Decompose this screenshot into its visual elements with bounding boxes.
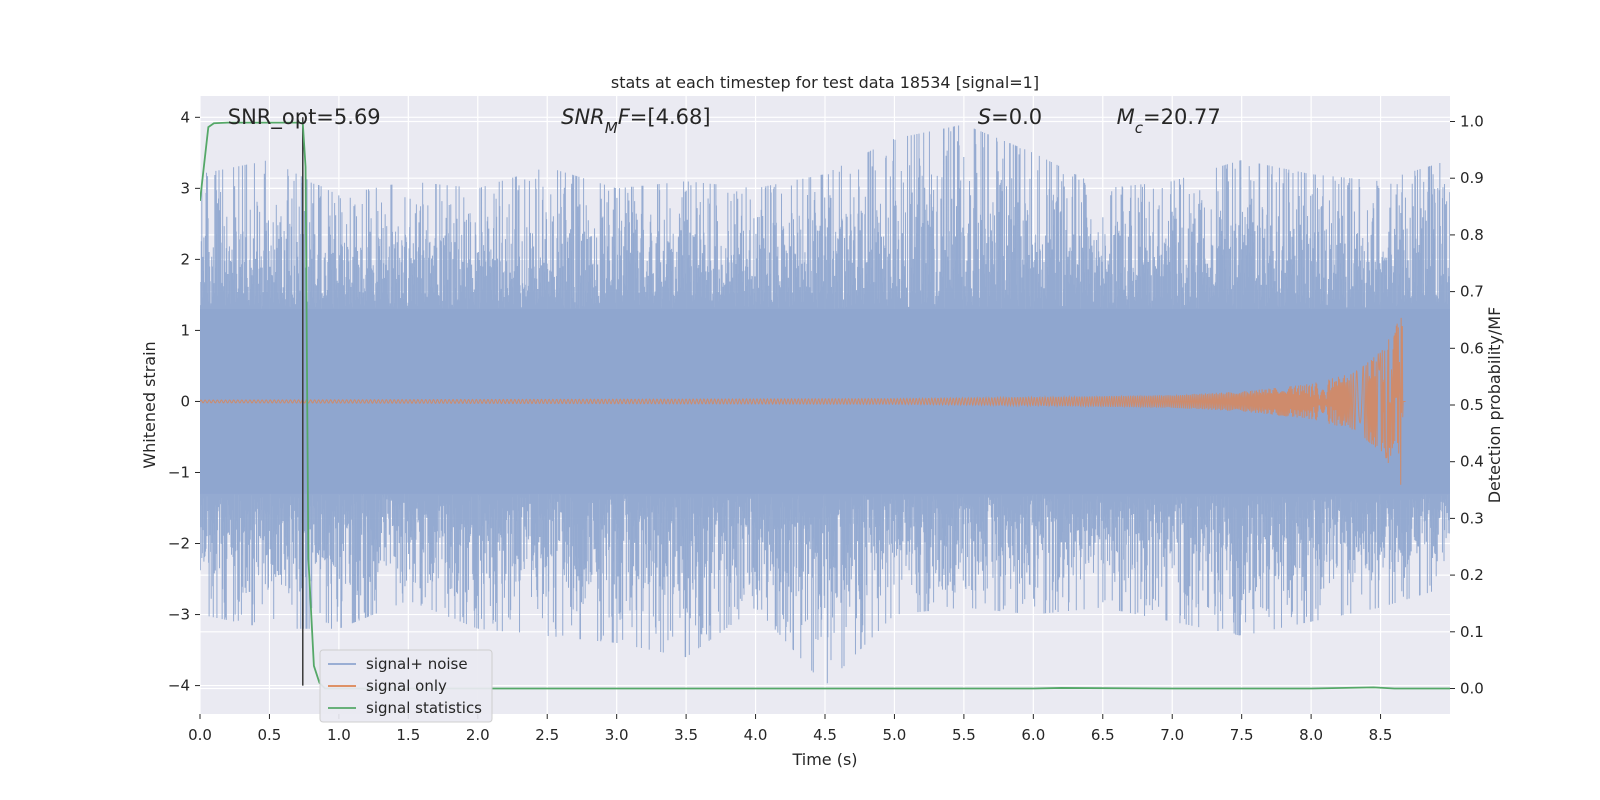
legend: signal+ noise signal only signal statistic… — [319, 649, 493, 723]
x-tick-label: 2.5 — [535, 726, 559, 744]
series-signal-statistics — [200, 121, 1450, 690]
x-tick-label: 8.0 — [1299, 726, 1323, 744]
x-tick-label: 8.5 — [1369, 726, 1393, 744]
annotation-2: S=0.0 — [978, 105, 1042, 129]
y-left-tick-label: 4 — [180, 108, 190, 126]
y-right-tick-label: 0.2 — [1460, 566, 1484, 584]
y-left-tick-label: −1 — [168, 463, 190, 481]
y-right-tick-label: 0.7 — [1460, 283, 1484, 301]
x-tick-label: 5.0 — [883, 726, 907, 744]
annotation-3: Mc=20.77 — [1117, 105, 1221, 137]
y-axis-label-right: Detection probability/MF — [1485, 307, 1504, 504]
y-axis-label-left: Whitened strain — [140, 341, 159, 468]
series-signal-only — [200, 317, 1406, 485]
y-right-tick-label: 0.1 — [1460, 623, 1484, 641]
x-axis-label: Time (s) — [791, 750, 857, 769]
x-tick-label: 4.5 — [813, 726, 837, 744]
axes: 0.0 0.5 1.0 1.5 2.0 2.5 3.0 3.5 4.0 4.5 5.0 5.5 6.0 6… — [168, 108, 1484, 744]
legend-box — [319, 649, 493, 723]
x-tick-label: 5.5 — [952, 726, 976, 744]
y-left-tick-label: −4 — [168, 677, 190, 695]
y-left-tick-label: −2 — [168, 535, 190, 553]
x-tick-label: 0.5 — [258, 726, 282, 744]
x-tick-label: 6.5 — [1091, 726, 1115, 744]
annotation-1: SNRMF=[4.68] — [561, 105, 710, 137]
x-tick-label: 1.0 — [327, 726, 351, 744]
y-right-tick-label: 0.8 — [1460, 226, 1484, 244]
series-layer — [200, 117, 1450, 690]
x-tick-label: 0.0 — [188, 726, 212, 744]
y-right-tick-label: 0.6 — [1460, 339, 1484, 357]
x-tick-label: 6.0 — [1021, 726, 1045, 744]
y-right-tick-label: 1.0 — [1460, 113, 1484, 131]
annotations: SNR_opt=5.69 SNRMF=[4.68] S=0.0 Mc=20.77 — [228, 105, 1221, 137]
y-left-tick-label: 1 — [180, 321, 190, 339]
legend-label-0: signal+ noise — [366, 655, 468, 673]
x-tick-label: 3.0 — [605, 726, 629, 744]
legend-label-1: signal only — [366, 677, 447, 695]
x-tick-label: 3.5 — [674, 726, 698, 744]
y-right-tick-label: 0.9 — [1460, 169, 1484, 187]
y-left-tick-label: −3 — [168, 606, 190, 624]
y-right-tick-label: 0.5 — [1460, 396, 1484, 414]
x-tick-label: 4.0 — [744, 726, 768, 744]
y-left-tick-label: 3 — [180, 179, 190, 197]
y-right-tick-label: 0.0 — [1460, 679, 1484, 697]
y-right-tick-label: 0.4 — [1460, 453, 1484, 471]
legend-label-2: signal statistics — [366, 699, 482, 717]
y-left-tick-label: 0 — [180, 392, 190, 410]
x-tick-label: 1.5 — [396, 726, 420, 744]
annotation-0: SNR_opt=5.69 — [228, 105, 381, 130]
y-right-tick-label: 0.3 — [1460, 509, 1484, 527]
x-tick-label: 2.0 — [466, 726, 490, 744]
chart-title: stats at each timestep for test data 185… — [611, 73, 1039, 92]
x-tick-label: 7.5 — [1230, 726, 1254, 744]
y-left-tick-label: 2 — [180, 250, 190, 268]
x-tick-label: 7.0 — [1160, 726, 1184, 744]
